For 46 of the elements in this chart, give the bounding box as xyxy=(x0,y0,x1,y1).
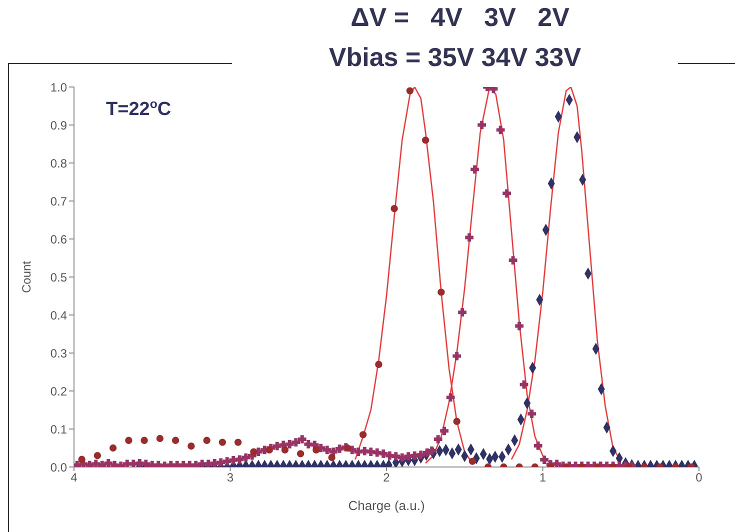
point xyxy=(140,436,148,444)
x-tick-label: 0 xyxy=(696,470,703,485)
point xyxy=(109,444,117,452)
point xyxy=(328,454,336,462)
chart-title: ΔV = 4V 3V 2V xyxy=(350,2,570,33)
point xyxy=(250,448,258,456)
point xyxy=(156,434,164,442)
x-tick-label: 4 xyxy=(70,470,78,485)
point xyxy=(281,446,289,454)
point xyxy=(312,446,320,454)
point xyxy=(218,438,226,446)
x-tick-label: 2 xyxy=(383,470,390,485)
y-tick-label: 0.4 xyxy=(50,308,68,322)
point xyxy=(359,431,367,438)
point xyxy=(125,436,132,444)
x-axis-title: Charge (a.u.) xyxy=(348,498,425,513)
point xyxy=(468,458,476,465)
point xyxy=(234,438,242,446)
point xyxy=(296,450,304,458)
point xyxy=(266,446,273,454)
x-tick-label: 3 xyxy=(226,470,234,485)
annotation: T=22$^{o}$C xyxy=(106,97,172,120)
point xyxy=(438,288,445,296)
point xyxy=(375,360,382,368)
y-tick-label: 0.3 xyxy=(50,346,68,360)
point xyxy=(453,418,460,425)
y-tick-label: 0.5 xyxy=(50,270,68,284)
x-tick-label: 1 xyxy=(539,470,546,485)
point xyxy=(203,436,210,444)
y-tick-label: 0.1 xyxy=(50,422,68,436)
y-tick-label: 0.6 xyxy=(50,232,68,246)
y-tick-label: 0.0 xyxy=(50,460,68,474)
y-tick-label: 0.7 xyxy=(50,194,68,208)
point xyxy=(390,205,398,212)
point xyxy=(188,442,195,450)
y-tick-label: 1.0 xyxy=(50,80,68,94)
y-axis-title: Count xyxy=(19,260,34,294)
point xyxy=(78,456,86,463)
y-tick-label: 0.9 xyxy=(50,118,68,132)
point xyxy=(94,452,102,460)
chart-subtitle: Vbias = 35V 34V 33V xyxy=(232,42,678,73)
point xyxy=(172,436,180,444)
y-tick-label: 0.8 xyxy=(50,156,68,170)
y-tick-label: 0.2 xyxy=(50,384,68,398)
point xyxy=(406,87,414,94)
point xyxy=(422,136,430,144)
